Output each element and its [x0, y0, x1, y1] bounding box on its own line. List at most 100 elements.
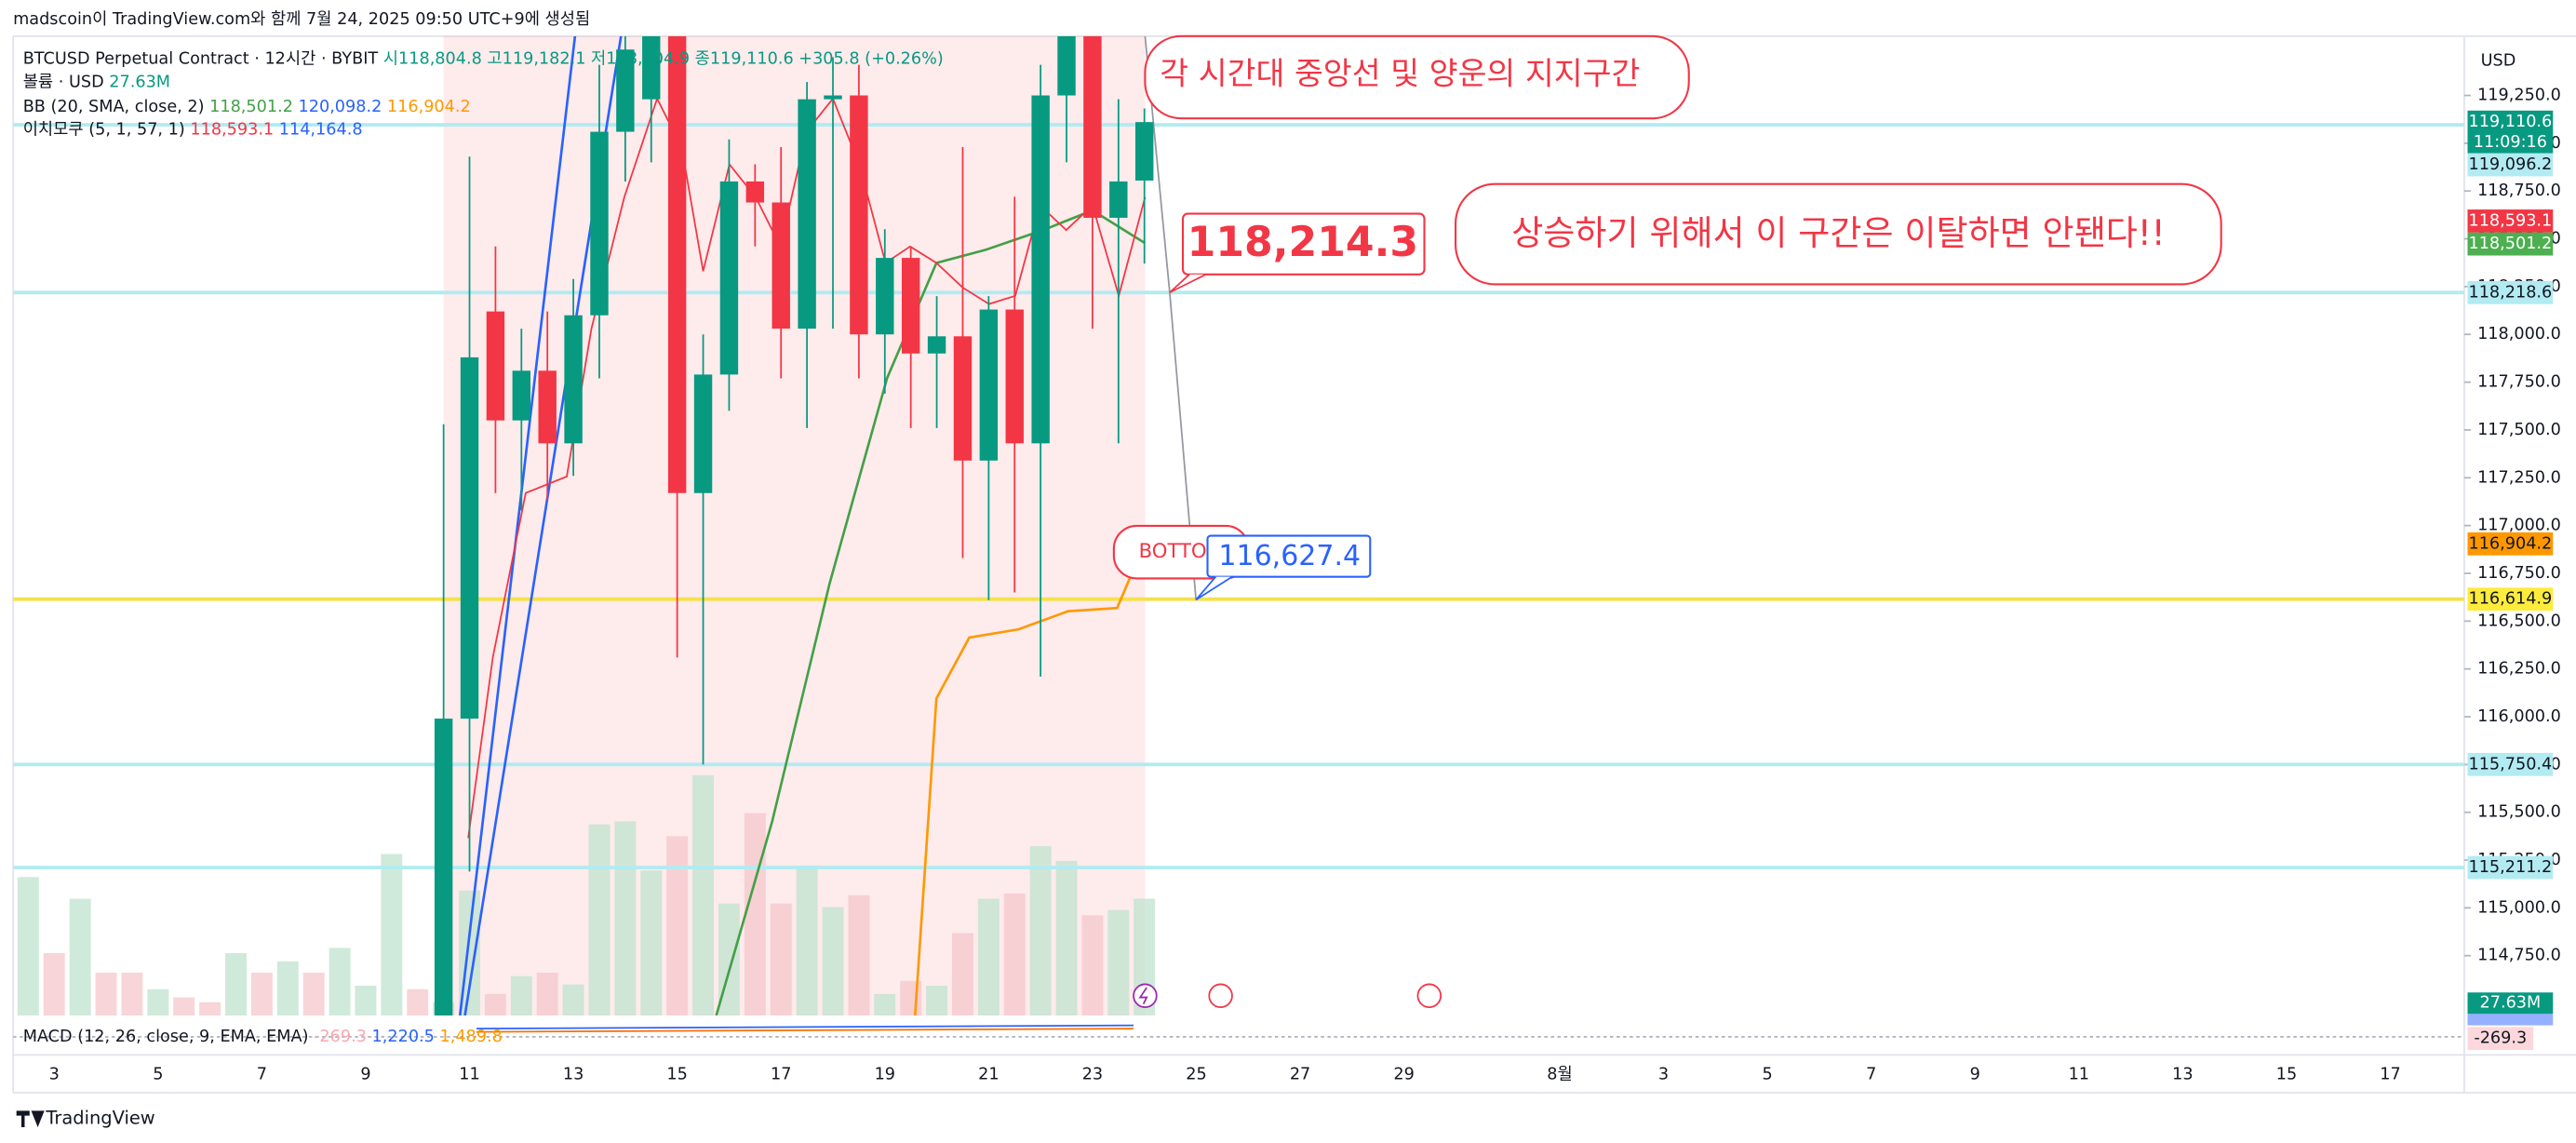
volume-bar: [95, 973, 117, 1015]
candle-body: [1083, 35, 1102, 218]
price-label-bg: [2467, 587, 2554, 612]
candle-body: [824, 95, 842, 100]
legend-value: 114,164.8: [279, 120, 363, 139]
candle-body: [642, 35, 661, 100]
x-tick-label: 27: [1290, 1066, 1310, 1084]
candle-body: [538, 370, 557, 444]
x-tick-label: 29: [1393, 1066, 1414, 1084]
legend-value: 118,501.2: [209, 98, 293, 116]
x-tick-label: 13: [2172, 1066, 2193, 1084]
candle-body: [460, 356, 479, 719]
candle-body: [1057, 35, 1076, 96]
callout-box: [1181, 212, 1426, 276]
y-tick-label: 115,000.0: [2477, 898, 2561, 917]
volume-bar: [43, 952, 65, 1015]
candle-body: [771, 202, 790, 329]
price-label: 119,110.6: [2468, 113, 2552, 131]
event-icon[interactable]: [1416, 983, 1442, 1009]
volume-bar: [614, 821, 637, 1015]
header-row: BB (20, SMA, close, 2) 118,501.2 120,098…: [23, 98, 471, 116]
volume-bar: [302, 973, 325, 1015]
annotation: 116,627.4: [1218, 540, 1361, 572]
candle-body: [1005, 309, 1024, 444]
volume-bar: [69, 898, 91, 1015]
x-tick-label: 21: [978, 1066, 999, 1084]
volume-bar: [17, 877, 39, 1015]
volume-bar: [173, 997, 195, 1015]
y-tick-label: 116,250.0: [2477, 660, 2561, 679]
volume-bar: [250, 973, 273, 1015]
volume-bar: [900, 980, 922, 1015]
y-tick-label: 117,500.0: [2477, 421, 2561, 439]
x-tick-label: 7: [1866, 1066, 1876, 1084]
candle-body: [667, 35, 687, 493]
price-label-bg: [2467, 752, 2554, 776]
volume-bar: [874, 993, 896, 1015]
event-icon[interactable]: [1133, 983, 1158, 1009]
brand: TradingView: [45, 1108, 154, 1129]
brand-logo: [16, 1110, 45, 1128]
candle-body: [693, 374, 713, 493]
price-label-bg: [2467, 209, 2554, 233]
x-tick-label: 23: [1082, 1066, 1103, 1084]
price-label-bg: [2467, 531, 2554, 556]
event-icons: [1133, 983, 1442, 1009]
volume-bar: [407, 988, 429, 1015]
x-tick-label: 11: [2069, 1066, 2089, 1084]
price-label: 115,750.4: [2468, 755, 2552, 773]
x-tick-label: 11: [459, 1066, 479, 1084]
legend-label: 볼륨 · USD: [23, 72, 104, 91]
volume-bar: [796, 866, 818, 1015]
event-icon[interactable]: [1208, 983, 1233, 1009]
volume-bar: [666, 836, 689, 1015]
x-tick-label: 17: [771, 1066, 791, 1084]
cloud-shade: [443, 35, 1146, 1015]
x-tick-label: 17: [2380, 1066, 2400, 1084]
currency: USD: [2481, 51, 2516, 70]
volume-bar: [147, 988, 169, 1015]
volume-bar: [121, 973, 143, 1015]
indicator-line: [458, 35, 577, 1015]
callout-box: [1144, 34, 1690, 120]
volume-bar: [355, 986, 377, 1015]
header-row: BTCUSD Perpetual Contract · 12시간 · BYBIT…: [23, 49, 944, 69]
price-label: 116,904.2: [2468, 534, 2552, 553]
ohlc: 종119,110.6: [695, 50, 794, 69]
callout-box: [1206, 534, 1372, 578]
volume-bar: [536, 973, 558, 1015]
candle-body: [434, 719, 453, 1015]
volume-bar: [692, 774, 715, 1015]
price-label: 115,211.2: [2468, 858, 2552, 877]
x-tick-label: 13: [563, 1066, 584, 1084]
change: +305.8 (+0.26%): [798, 50, 943, 69]
candle-body: [512, 370, 531, 421]
symbol: BTCUSD Perpetual Contract · 12시간 · BYBIT: [23, 49, 379, 69]
candle-body: [1031, 95, 1050, 444]
x-tick-label: 7: [257, 1066, 267, 1084]
price-label-bg: [2467, 153, 2554, 177]
candle-body: [953, 336, 973, 461]
volume-bar: [1081, 915, 1104, 1015]
volume-bar: [822, 907, 844, 1015]
volume-bar: [484, 993, 506, 1015]
legend-value: 1,220.5: [372, 1028, 435, 1046]
candle-body: [927, 336, 946, 354]
volume-bar: [977, 898, 1000, 1015]
volume-bar: [1029, 846, 1052, 1015]
price-label: 119,096.2: [2468, 155, 2552, 174]
ohlc: 고119,182.1: [487, 50, 585, 69]
volume-bar: [329, 948, 351, 1015]
price-label: 118,218.6: [2468, 283, 2552, 302]
x-tick-label: 3: [49, 1066, 60, 1084]
x-tick-label: 15: [2276, 1066, 2297, 1084]
y-tick-label: 117,750.0: [2477, 373, 2561, 392]
price-label-sub: 11:09:16: [2474, 133, 2547, 152]
y-tick-label: 118,000.0: [2477, 325, 2561, 343]
header-row: 볼륨 · USD 27.63M: [23, 72, 170, 91]
legend-value: 1,489.8: [440, 1028, 503, 1046]
x-tick-label: 15: [666, 1066, 687, 1084]
legend-value: 116,904.2: [387, 98, 471, 116]
volume-bar: [1107, 909, 1130, 1015]
y-tick-label: 119,250.0: [2477, 87, 2561, 105]
